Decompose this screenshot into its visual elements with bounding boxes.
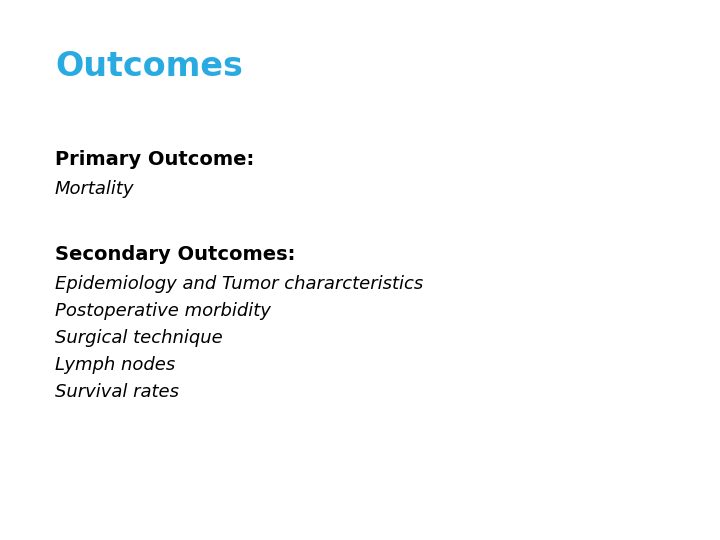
Text: Mortality: Mortality <box>55 180 135 198</box>
Text: Primary Outcome:: Primary Outcome: <box>55 150 254 169</box>
Text: Epidemiology and Tumor chararcteristics: Epidemiology and Tumor chararcteristics <box>55 275 423 293</box>
Text: Lymph nodes: Lymph nodes <box>55 356 175 374</box>
Text: Secondary Outcomes:: Secondary Outcomes: <box>55 245 295 264</box>
Text: Survival rates: Survival rates <box>55 383 179 401</box>
Text: Postoperative morbidity: Postoperative morbidity <box>55 302 271 320</box>
Text: Surgical technique: Surgical technique <box>55 329 222 347</box>
Text: Outcomes: Outcomes <box>55 50 243 83</box>
